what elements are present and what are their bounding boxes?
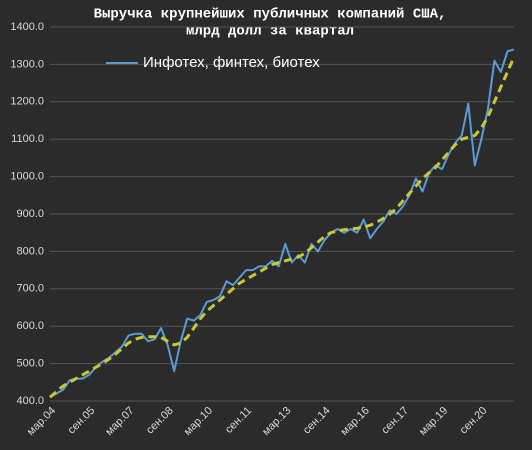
y-tick-label: 1300.0: [10, 58, 44, 70]
chart-subtitle: млрд долл за квартал: [186, 24, 354, 40]
x-tick-label: мар.13: [260, 405, 293, 438]
y-tick-label: 1000.0: [10, 171, 44, 183]
x-tick-label: сен.11: [223, 405, 254, 436]
x-tick-label: мар.10: [182, 405, 215, 438]
chart-title: Выручка крупнейших публичных компаний СШ…: [94, 7, 447, 23]
x-tick-label: мар.07: [103, 405, 136, 438]
x-tick-label: мар.04: [25, 405, 58, 438]
x-tick-label: сен.20: [458, 405, 490, 437]
y-tick-label: 900.0: [16, 208, 44, 220]
y-tick-label: 1200.0: [10, 96, 44, 108]
legend-label: Инфотех, финтех, биотех: [143, 54, 320, 71]
y-tick-label: 400.0: [16, 395, 44, 407]
x-tick-label: сен.08: [144, 405, 176, 437]
y-tick-label: 600.0: [16, 320, 44, 332]
y-tick-label: 500.0: [16, 358, 44, 370]
x-tick-label: сен.05: [66, 405, 98, 437]
y-tick-label: 1400.0: [10, 21, 44, 33]
trend-line: [49, 56, 516, 399]
x-tick-label: сен.14: [301, 405, 333, 437]
x-tick-label: мар.19: [417, 405, 450, 438]
x-tick-label: сен.17: [379, 405, 411, 437]
y-tick-label: 700.0: [16, 283, 44, 295]
y-tick-label: 1100.0: [11, 133, 44, 145]
y-tick-label: 800.0: [16, 245, 44, 257]
x-tick-label: мар.16: [339, 405, 372, 438]
